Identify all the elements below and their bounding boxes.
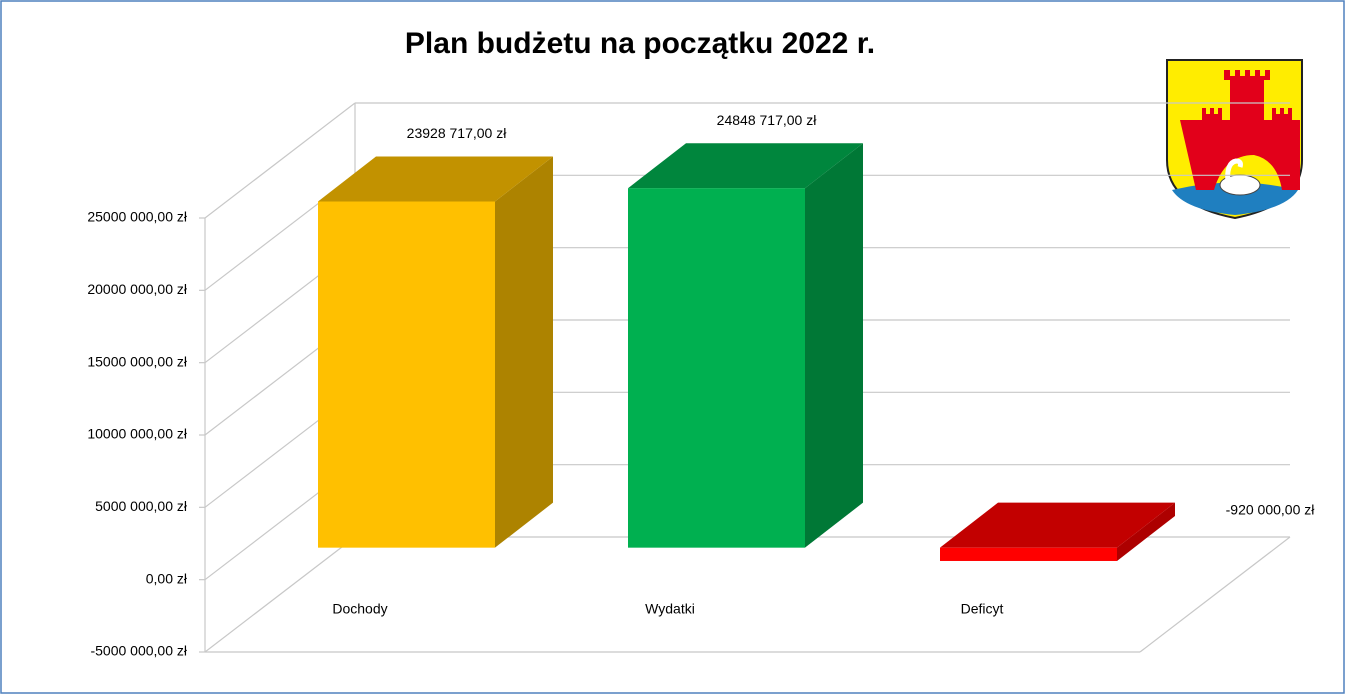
bar-side <box>805 143 863 548</box>
bar <box>940 547 1117 561</box>
y-tick-label: 25000 000,00 zł <box>87 209 188 225</box>
coat-of-arms <box>1166 59 1303 220</box>
y-tick-label: 20000 000,00 zł <box>87 281 188 297</box>
y-tick-label: 0,00 zł <box>146 570 188 586</box>
bar-top <box>940 502 1175 548</box>
data-label: 24848 717,00 zł <box>717 112 818 128</box>
bar <box>318 201 495 548</box>
y-tick-label: 10000 000,00 zł <box>87 426 188 442</box>
y-tick-label: 5000 000,00 zł <box>95 498 188 514</box>
y-tick-label: -5000 000,00 zł <box>90 643 187 659</box>
bar-side <box>1117 502 1175 561</box>
bar <box>628 188 805 548</box>
floor-edge <box>1139 536 1291 653</box>
bar-side <box>495 156 553 548</box>
bar-top <box>318 156 553 202</box>
x-tick-label: Wydatki <box>645 601 695 617</box>
y-tick-label: 15000 000,00 zł <box>87 353 188 369</box>
grid-line <box>204 102 356 219</box>
grid-line <box>204 536 356 653</box>
x-tick-label: Deficyt <box>961 601 1004 617</box>
chart-title: Plan budżetu na początku 2022 r. <box>405 27 875 60</box>
data-label: -920 000,00 zł <box>1226 501 1316 517</box>
data-label: 23928 717,00 zł <box>407 125 508 141</box>
x-tick-label: Dochody <box>332 601 387 617</box>
bar-top <box>628 143 863 189</box>
